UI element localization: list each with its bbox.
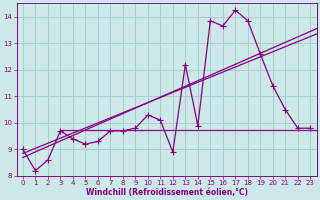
X-axis label: Windchill (Refroidissement éolien,°C): Windchill (Refroidissement éolien,°C) <box>85 188 248 197</box>
